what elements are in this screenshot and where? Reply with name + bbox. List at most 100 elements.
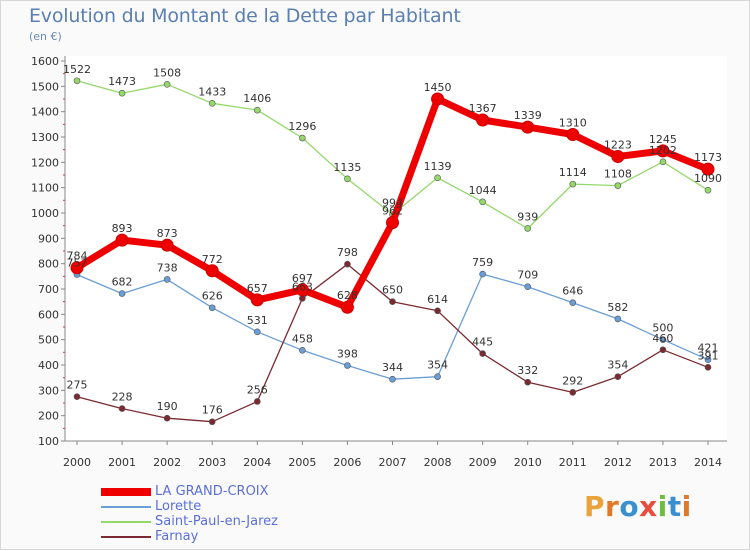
data-point	[299, 134, 306, 142]
data-point	[659, 158, 667, 166]
data-point	[295, 283, 309, 297]
data-label: 1202	[649, 144, 677, 157]
data-point	[115, 233, 129, 247]
data-point	[521, 120, 535, 134]
data-point	[566, 127, 580, 141]
data-point	[479, 198, 486, 206]
data-point	[163, 276, 171, 283]
x-tick-label: 2013	[649, 456, 677, 469]
y-tick-label: 600	[38, 308, 59, 321]
x-tick-label: 2000	[63, 456, 91, 469]
data-label: 759	[472, 256, 493, 269]
data-label: 445	[472, 336, 493, 349]
logo-letter: t	[667, 490, 682, 523]
data-label: 772	[202, 253, 223, 266]
chart-legend: LA GRAND-CROIX Lorette Saint-Paul-en-Jarez…	[101, 484, 401, 544]
data-point	[299, 295, 306, 302]
data-label: 873	[157, 227, 178, 240]
data-label: 531	[247, 314, 268, 327]
data-label: 500	[652, 322, 673, 335]
data-label: 1522	[63, 63, 91, 76]
logo-letter: P	[584, 490, 606, 523]
y-tick-label: 1500	[31, 80, 59, 93]
data-label: 354	[427, 359, 448, 372]
data-point	[476, 113, 490, 127]
data-label: 663	[292, 280, 313, 293]
y-tick-label: 100	[38, 435, 59, 448]
x-tick-label: 2008	[424, 456, 452, 469]
data-label: 893	[112, 222, 133, 235]
data-label: 1473	[108, 75, 136, 88]
data-point	[118, 405, 126, 412]
logo-letter: r	[605, 490, 620, 523]
data-point	[70, 261, 84, 275]
y-tick-label: 1100	[31, 182, 59, 195]
data-label: 1108	[604, 168, 632, 181]
data-point	[524, 378, 532, 386]
y-tick-label: 300	[38, 384, 59, 397]
data-label: 1450	[424, 81, 452, 94]
legend-item: Saint-Paul-en-Jarez	[101, 514, 401, 529]
data-point	[434, 307, 441, 315]
data-label: 709	[517, 269, 538, 282]
data-label: 682	[112, 276, 133, 289]
y-tick-label: 1200	[31, 156, 59, 169]
data-point	[386, 216, 399, 230]
legend-swatch	[101, 505, 151, 509]
data-label: 1367	[469, 102, 497, 115]
data-label: 697	[292, 272, 313, 285]
data-label: 738	[157, 261, 178, 274]
data-label: 626	[202, 290, 223, 303]
data-label: 1173	[694, 151, 722, 164]
data-point	[614, 315, 622, 323]
data-label: 1139	[424, 160, 452, 173]
data-point	[614, 373, 622, 380]
data-point	[208, 100, 216, 107]
data-label: 1508	[153, 66, 181, 79]
data-point	[701, 162, 715, 176]
data-label: 256	[247, 383, 268, 396]
data-label: 1090	[694, 172, 722, 185]
data-label: 1433	[198, 85, 226, 98]
chart-title: Evolution du Montant de la Dette par Hab…	[29, 5, 461, 27]
x-tick-label: 2006	[333, 456, 361, 469]
x-tick-label: 2012	[604, 456, 632, 469]
x-tick-label: 2002	[153, 456, 181, 469]
legend-item: Farnay	[101, 529, 401, 544]
legend-label: LA GRAND-CROIX	[155, 484, 269, 499]
data-point	[253, 106, 261, 114]
x-tick-label: 2011	[559, 456, 587, 469]
data-label: 628	[337, 289, 358, 302]
chart-unit: (en €)	[29, 30, 62, 43]
proxiti-logo: Proxiti	[584, 490, 692, 523]
data-point	[569, 180, 577, 188]
x-tick-label: 2009	[469, 456, 497, 469]
data-label: 332	[517, 364, 538, 377]
data-point	[340, 300, 354, 314]
data-point	[299, 347, 306, 354]
data-point	[479, 270, 486, 278]
data-label: 1406	[243, 92, 271, 105]
data-point	[118, 290, 126, 297]
y-tick-label: 900	[38, 232, 59, 245]
data-point	[479, 350, 486, 357]
data-point	[208, 418, 216, 426]
y-tick-label: 200	[38, 410, 59, 423]
data-point	[208, 304, 216, 312]
data-label: 1339	[514, 109, 542, 122]
data-label: 757	[67, 257, 88, 270]
data-point	[205, 264, 219, 278]
data-point	[163, 81, 171, 88]
data-point	[611, 150, 625, 164]
data-label: 798	[337, 246, 358, 259]
legend-swatch	[101, 520, 151, 524]
data-point	[524, 225, 532, 232]
data-label: 421	[698, 342, 719, 355]
data-point	[704, 186, 712, 194]
data-point	[344, 260, 351, 268]
data-point	[569, 389, 577, 396]
data-label: 994	[382, 197, 403, 210]
data-point	[250, 293, 264, 307]
